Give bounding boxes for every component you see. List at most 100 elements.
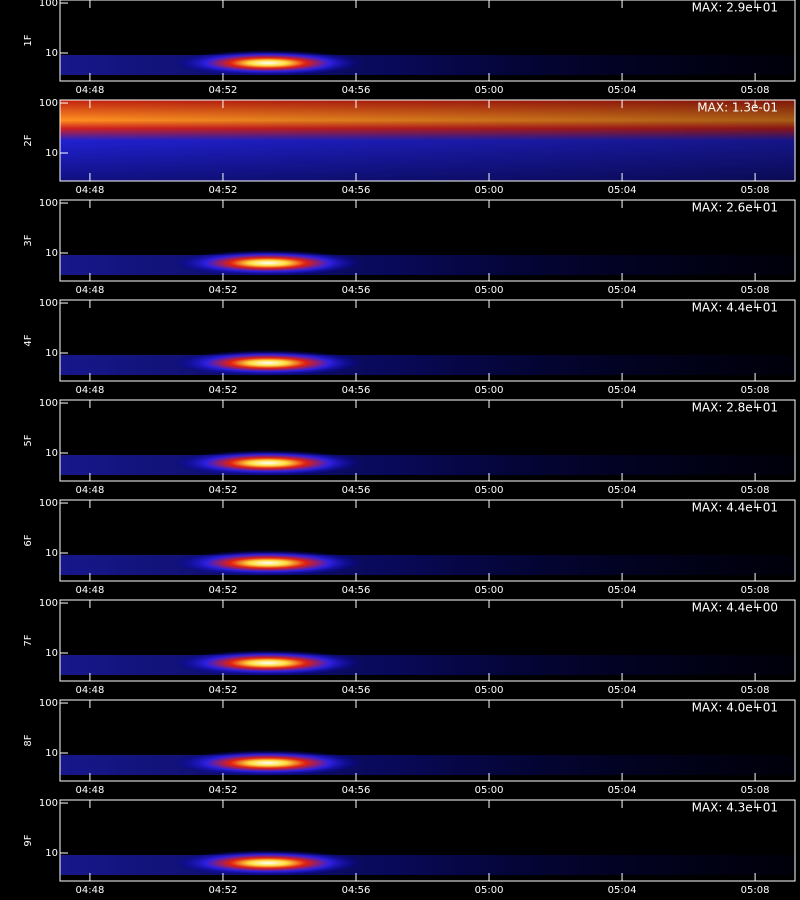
x-tick-label: 04:56 [342, 385, 371, 396]
max-annotation: MAX: 4.4e+01 [692, 301, 778, 315]
x-tick-label: 04:56 [342, 485, 371, 496]
y-tick-label: 10 [45, 48, 58, 59]
x-tick-label: 05:04 [608, 285, 637, 296]
x-tick-label: 04:48 [76, 585, 105, 596]
y-tick-label: 100 [39, 298, 58, 309]
panel: 10 100 04:48 04:52 04:56 05:00 05:04 05:08 1F MAX… [23, 0, 796, 96]
heatmap-band [60, 555, 795, 575]
y-tick-label: 100 [39, 498, 58, 509]
x-tick-label: 04:56 [342, 685, 371, 696]
x-tick-label: 05:04 [608, 385, 637, 396]
panel: 10 100 04:48 04:52 04:56 05:00 05:04 05:08 5F MAX… [23, 398, 796, 496]
max-annotation: MAX: 4.4e+00 [692, 601, 778, 615]
x-tick-label: 04:52 [209, 785, 238, 796]
x-tick-label: 04:48 [76, 85, 105, 96]
plot-frame [59, 0, 796, 82]
x-tick-label: 04:56 [342, 285, 371, 296]
x-tick-label: 04:52 [209, 385, 238, 396]
y-tick-label: 10 [45, 648, 58, 659]
panel: 10 100 04:48 04:52 04:56 05:00 05:04 05:08 4F MAX… [23, 298, 796, 396]
plot-frame [59, 399, 796, 482]
y-tick-label: 100 [39, 198, 58, 209]
panel: 10 100 04:48 04:52 04:56 05:00 05:04 05:08 9F MAX… [23, 798, 796, 896]
y-tick-label: 100 [39, 398, 58, 409]
heatmap-band [60, 455, 795, 475]
y-tick-label: 10 [45, 748, 58, 759]
x-tick-label: 05:00 [475, 885, 504, 896]
heatmap-burst [173, 750, 363, 776]
y-tick-label: 10 [45, 348, 58, 359]
x-tick-label: 04:48 [76, 385, 105, 396]
x-tick-label: 04:52 [209, 185, 238, 196]
x-tick-label: 05:00 [475, 585, 504, 596]
y-axis-label: 6F [23, 534, 34, 546]
panel: 10 100 04:48 04:52 04:56 05:00 05:04 05:08 7F MAX… [23, 598, 796, 696]
plot-frame [59, 799, 796, 882]
x-tick-label: 05:00 [475, 685, 504, 696]
x-tick-label: 05:08 [741, 885, 770, 896]
plot-frame [59, 699, 796, 782]
x-tick-label: 05:04 [608, 85, 637, 96]
y-tick-label: 100 [39, 698, 58, 709]
panel: 10 100 04:48 04:52 04:56 05:00 05:04 05:08 6F MAX… [23, 498, 796, 596]
heatmap-band [60, 755, 795, 775]
x-tick-label: 05:04 [608, 185, 637, 196]
x-tick-label: 05:08 [741, 185, 770, 196]
heatmap-burst [173, 650, 363, 676]
y-axis-label: 8F [23, 734, 34, 746]
heatmap-band [60, 255, 795, 275]
y-tick-label: 10 [45, 448, 58, 459]
max-annotation: MAX: 2.9e+01 [692, 1, 778, 15]
x-tick-label: 05:08 [741, 85, 770, 96]
x-tick-label: 05:08 [741, 585, 770, 596]
panel: 10 100 04:48 04:52 04:56 05:00 05:04 05:08 3F MAX… [23, 198, 796, 296]
y-axis-label: 5F [23, 434, 34, 446]
x-tick-label: 04:52 [209, 685, 238, 696]
heatmap-burst [173, 450, 363, 476]
x-tick-label: 04:48 [76, 485, 105, 496]
x-tick-label: 05:08 [741, 485, 770, 496]
y-axis-label: 4F [23, 334, 34, 346]
x-tick-label: 05:04 [608, 585, 637, 596]
x-tick-label: 05:00 [475, 85, 504, 96]
heatmap-burst [173, 50, 363, 76]
max-annotation: MAX: 4.3e+01 [692, 801, 778, 815]
x-tick-label: 04:56 [342, 585, 371, 596]
x-tick-label: 05:00 [475, 385, 504, 396]
y-axis-label: 7F [23, 634, 34, 646]
x-tick-label: 05:00 [475, 185, 504, 196]
y-tick-label: 10 [45, 848, 58, 859]
y-tick-label: 100 [39, 598, 58, 609]
plot-frame [59, 99, 796, 182]
x-tick-label: 04:52 [209, 485, 238, 496]
y-tick-label: 10 [45, 148, 58, 159]
x-tick-label: 05:04 [608, 885, 637, 896]
heatmap-burst [173, 550, 363, 576]
y-axis-label: 9F [23, 834, 34, 846]
heatmap-burst [173, 250, 363, 276]
panel: 10 100 04:48 04:52 04:56 05:00 05:04 05:08 8F MAX… [23, 698, 796, 796]
y-tick-label: 100 [39, 798, 58, 809]
heatmap-band [60, 655, 795, 675]
x-tick-label: 04:56 [342, 85, 371, 96]
y-axis-label: 1F [23, 34, 34, 46]
x-tick-label: 05:00 [475, 285, 504, 296]
x-tick-label: 05:00 [475, 485, 504, 496]
heatmap-burst [173, 850, 363, 876]
x-tick-label: 05:04 [608, 785, 637, 796]
x-tick-label: 05:04 [608, 485, 637, 496]
max-annotation: MAX: 2.6e+01 [692, 201, 778, 215]
y-tick-label: 10 [45, 248, 58, 259]
x-tick-label: 04:48 [76, 285, 105, 296]
max-annotation: MAX: 2.8e+01 [692, 401, 778, 415]
x-tick-label: 04:48 [76, 885, 105, 896]
x-tick-label: 05:08 [741, 785, 770, 796]
y-axis-label: 2F [23, 134, 34, 146]
max-annotation: MAX: 1.3e-01 [697, 101, 778, 115]
heatmap-band [60, 855, 795, 875]
x-tick-label: 05:04 [608, 685, 637, 696]
heatmap-band [60, 355, 795, 375]
x-tick-label: 04:48 [76, 685, 105, 696]
y-axis-label: 3F [23, 234, 34, 246]
